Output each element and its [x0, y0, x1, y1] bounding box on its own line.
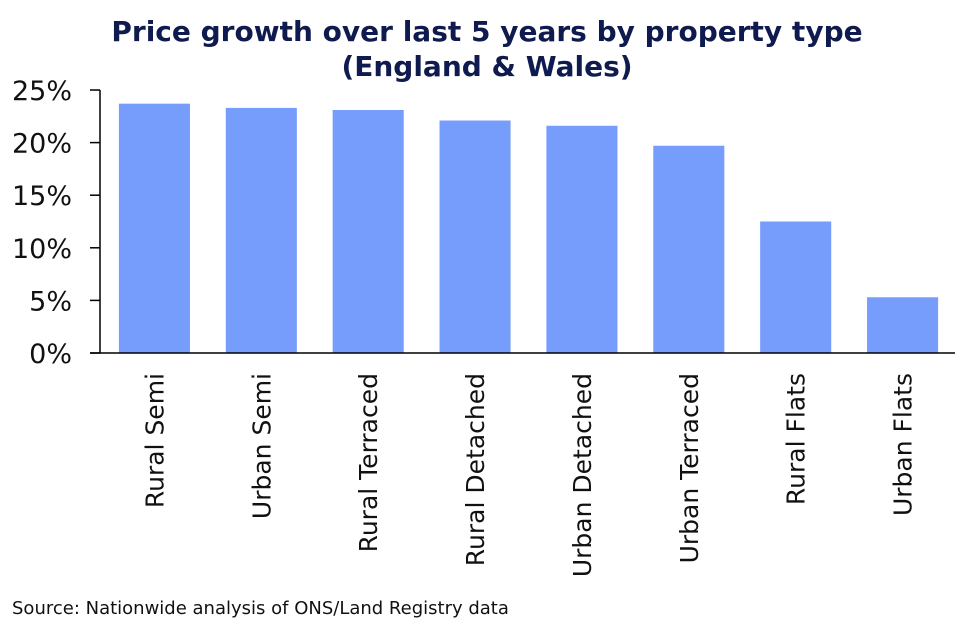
chart-title: Price growth over last 5 years by proper…: [0, 14, 974, 84]
bar-urban-terraced: [653, 145, 725, 353]
bar-urban-semi: [225, 107, 297, 353]
y-tick-label: 25%: [12, 76, 72, 107]
bar-rural-semi: [118, 103, 190, 354]
x-tick-label: Rural Detached: [461, 373, 490, 566]
y-tick-label: 15%: [12, 181, 72, 212]
bar-urban-detached: [546, 125, 618, 353]
y-tick-label: 20%: [12, 129, 72, 160]
bar-rural-terraced: [332, 109, 404, 353]
x-tick-label: Urban Detached: [568, 373, 597, 577]
bar-rural-flats: [760, 221, 832, 353]
y-tick-label: 0%: [29, 339, 72, 370]
x-tick-label: Urban Semi: [247, 373, 276, 519]
chart-title-line2: (England & Wales): [341, 50, 633, 83]
x-tick-label: Urban Flats: [889, 373, 918, 516]
x-tick-label: Rural Semi: [140, 373, 169, 508]
bar-rural-detached: [439, 120, 511, 354]
x-tick-label: Urban Terraced: [675, 373, 704, 563]
chart-title-line1: Price growth over last 5 years by proper…: [111, 15, 863, 48]
y-tick-label: 10%: [12, 234, 72, 265]
y-tick-label: 5%: [29, 286, 72, 317]
x-tick-label: Rural Flats: [782, 373, 811, 505]
bar-urban-flats: [867, 297, 939, 353]
x-tick-label: Rural Terraced: [354, 373, 383, 552]
source-note: Source: Nationwide analysis of ONS/Land …: [12, 598, 509, 619]
